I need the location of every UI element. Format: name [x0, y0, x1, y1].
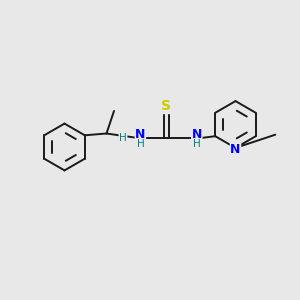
Text: N: N [135, 128, 146, 141]
Text: N: N [230, 143, 241, 156]
Text: H: H [193, 139, 201, 149]
Text: S: S [161, 100, 172, 113]
Text: H: H [136, 139, 144, 149]
Text: N: N [192, 128, 202, 141]
Text: H: H [119, 133, 127, 143]
